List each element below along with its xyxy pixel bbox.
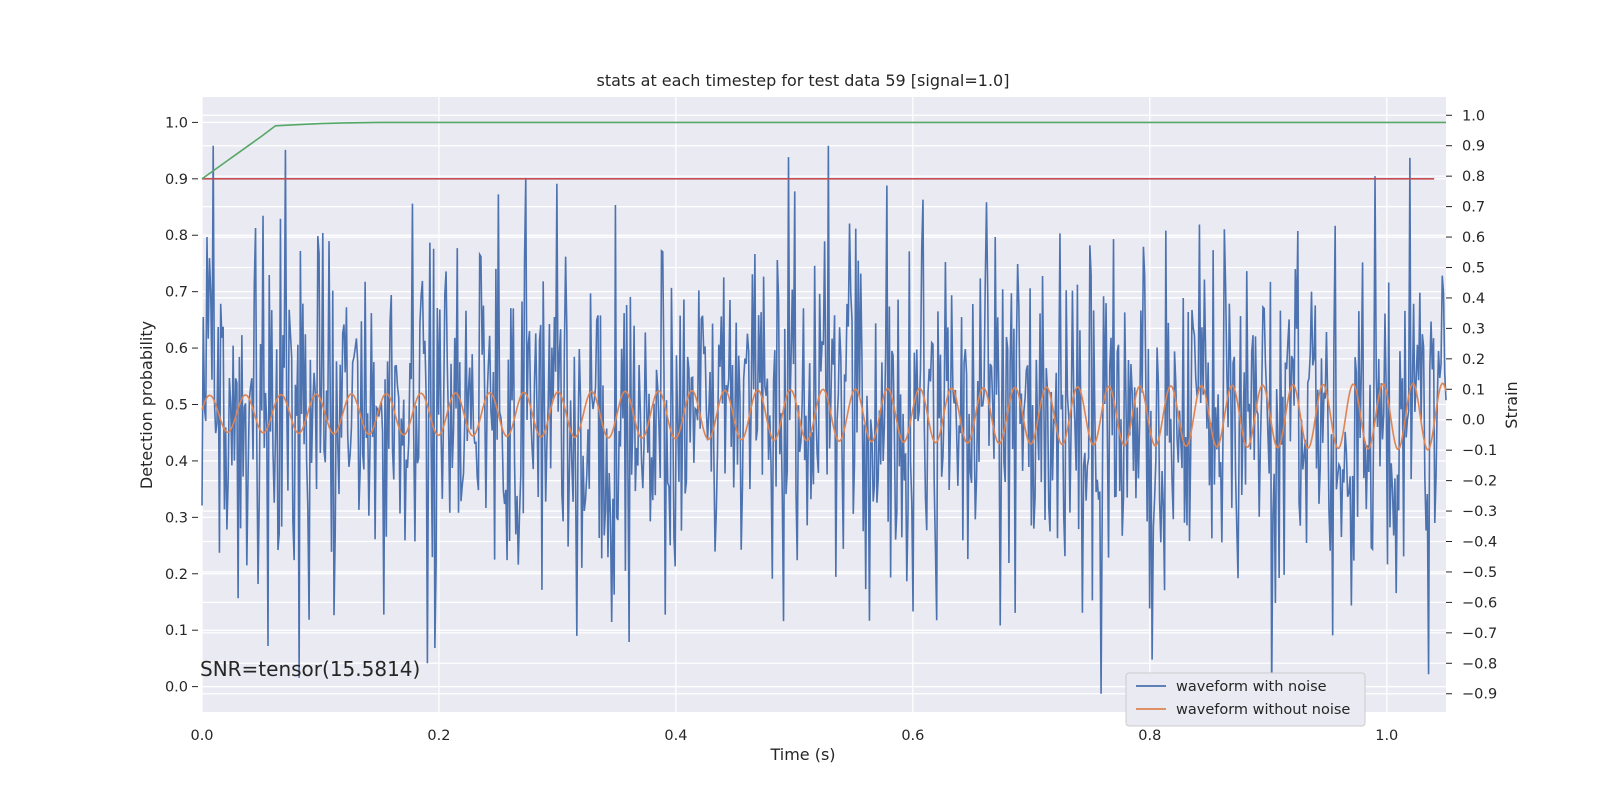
y-tick-label-right: 0.3	[1462, 321, 1485, 337]
series-line-waveform-with-noise	[201, 145, 1447, 694]
y-tick-label-right: 0.4	[1462, 291, 1485, 307]
y-tick-label-right: 0.6	[1462, 230, 1485, 246]
x-tick-label: 0.8	[1138, 728, 1161, 744]
y-tick-label-right: −0.2	[1462, 474, 1497, 490]
y-tick-label-left: 1.0	[165, 115, 188, 131]
axes-text: stats at each timestep for test data 59 …	[137, 71, 1521, 764]
y-tick-label-right: −0.9	[1462, 687, 1497, 703]
y-axis-label-right: Strain	[1502, 381, 1521, 428]
y-tick-label-left: 0.1	[165, 623, 188, 639]
x-tick-label: 0.6	[901, 728, 924, 744]
y-tick-label-right: −0.4	[1462, 535, 1497, 551]
y-tick-label-left: 0.0	[165, 680, 188, 696]
x-tick-label: 1.0	[1375, 728, 1398, 744]
y-tick-label-right: −0.1	[1462, 443, 1497, 459]
y-tick-label-right: 0.7	[1462, 200, 1485, 216]
y-tick-label-right: 1.0	[1462, 108, 1485, 124]
y-tick-label-right: 0.2	[1462, 352, 1485, 368]
snr-annotation: SNR=tensor(15.5814)	[200, 657, 420, 681]
y-tick-label-left: 0.7	[165, 285, 188, 301]
legend-box	[1125, 672, 1366, 727]
y-tick-label-right: −0.6	[1462, 595, 1497, 611]
x-axis-label: Time (s)	[769, 745, 835, 764]
legend: waveform with noise waveform without noi…	[1125, 672, 1366, 727]
y-tick-label-left: 0.2	[165, 567, 188, 583]
y-tick-label-right: 0.5	[1462, 260, 1485, 276]
y-tick-label-right: −0.7	[1462, 626, 1497, 642]
y-tick-label-left: 0.3	[165, 510, 188, 526]
y-tick-label-left: 0.4	[165, 454, 188, 470]
y-tick-label-right: 0.0	[1462, 413, 1485, 429]
y-tick-label-left: 0.5	[165, 398, 188, 414]
y-tick-label-left: 0.9	[165, 172, 188, 188]
plot-area	[192, 97, 1452, 712]
chart-title: stats at each timestep for test data 59 …	[597, 71, 1010, 90]
y-tick-label-left: 0.6	[165, 341, 188, 357]
y-tick-label-right: −0.5	[1462, 565, 1497, 581]
legend-label-clean: waveform without noise	[1176, 702, 1350, 718]
y-tick-label-left: 0.8	[165, 228, 188, 244]
series-line-waveform-without-noise	[201, 382, 1447, 451]
y-tick-label-right: −0.3	[1462, 504, 1497, 520]
y-axis-label-left: Detection probability	[137, 321, 156, 489]
detection-probability-line	[201, 121, 1446, 180]
y-tick-label-right: 0.1	[1462, 382, 1485, 398]
y-tick-label-right: −0.8	[1462, 656, 1497, 672]
y-tick-label-right: 0.8	[1462, 169, 1485, 185]
x-tick-label: 0.2	[427, 728, 450, 744]
legend-label-noise: waveform with noise	[1176, 679, 1327, 695]
x-tick-label: 0.0	[190, 728, 213, 744]
x-tick-label: 0.4	[664, 728, 687, 744]
y-tick-label-right: 0.9	[1462, 139, 1485, 155]
